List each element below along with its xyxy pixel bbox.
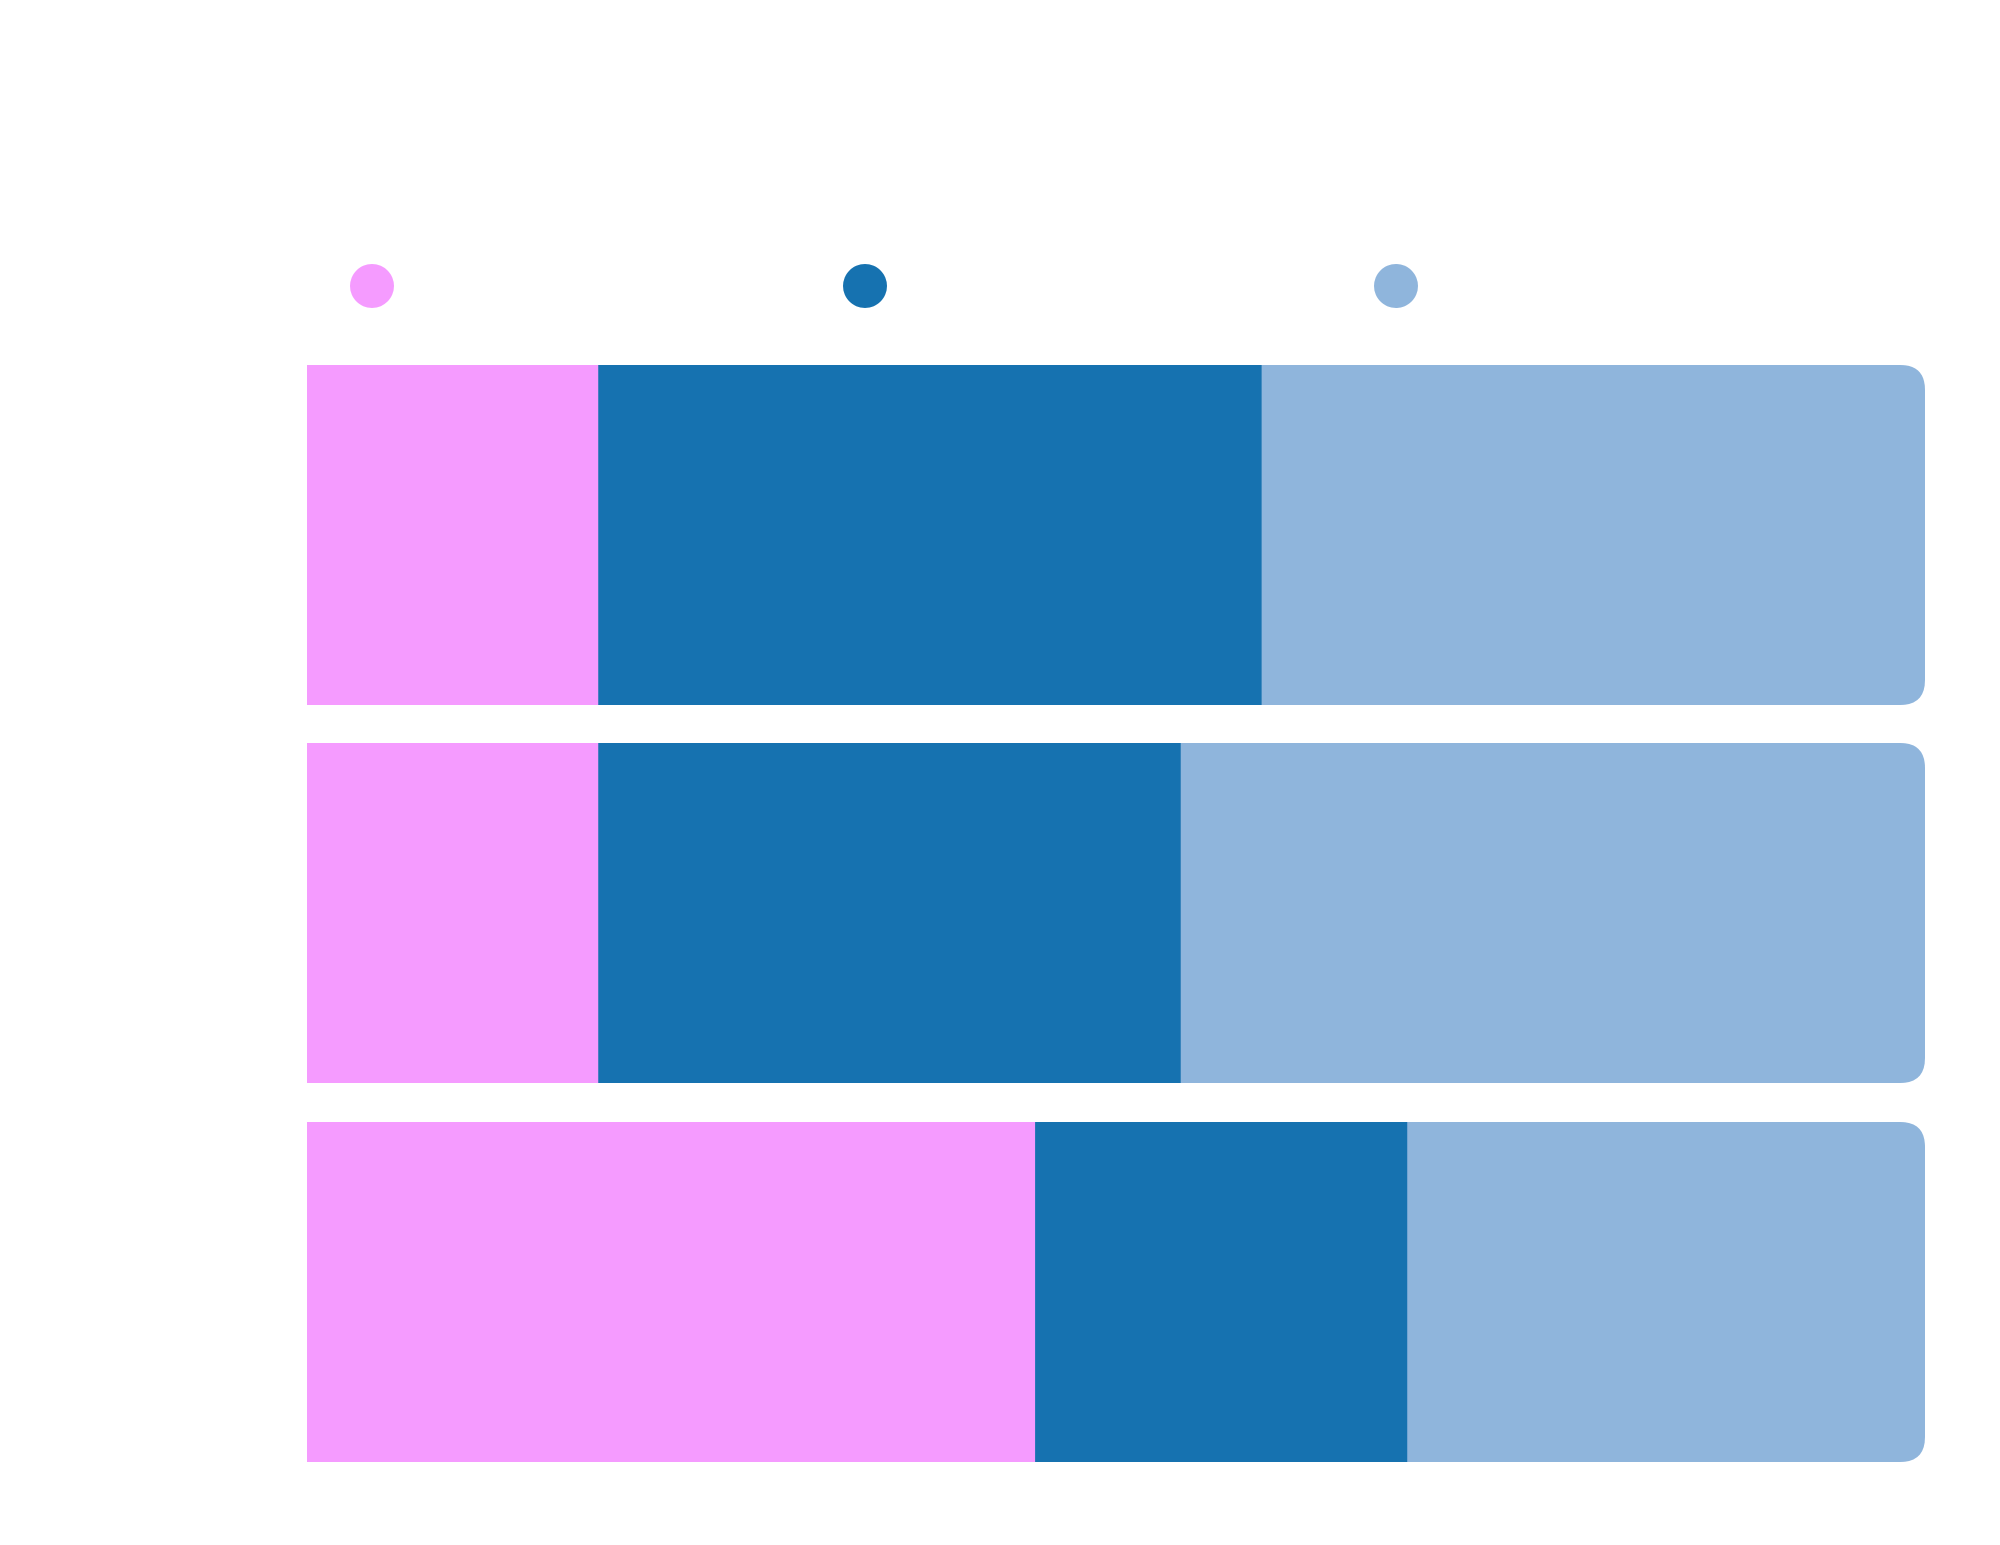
bar-segment-row1-series1 xyxy=(307,365,599,705)
bar-segment-row3-series2 xyxy=(1035,1122,1408,1462)
legend-marker-1 xyxy=(350,264,394,308)
bar-segment-row1-series3 xyxy=(1261,365,1925,705)
legend-marker-2 xyxy=(843,264,887,308)
legend xyxy=(350,264,1418,308)
bar-segment-row1-series2 xyxy=(598,365,1263,705)
bars-layer xyxy=(307,365,1925,1462)
bar-segment-row2-series2 xyxy=(598,743,1182,1083)
bar-segment-row3-series3 xyxy=(1407,1122,1925,1462)
legend-marker-3 xyxy=(1374,264,1418,308)
bar-segment-row3-series1 xyxy=(307,1122,1036,1462)
bar-segment-row2-series3 xyxy=(1180,743,1925,1083)
bar-segment-row2-series1 xyxy=(307,743,599,1083)
